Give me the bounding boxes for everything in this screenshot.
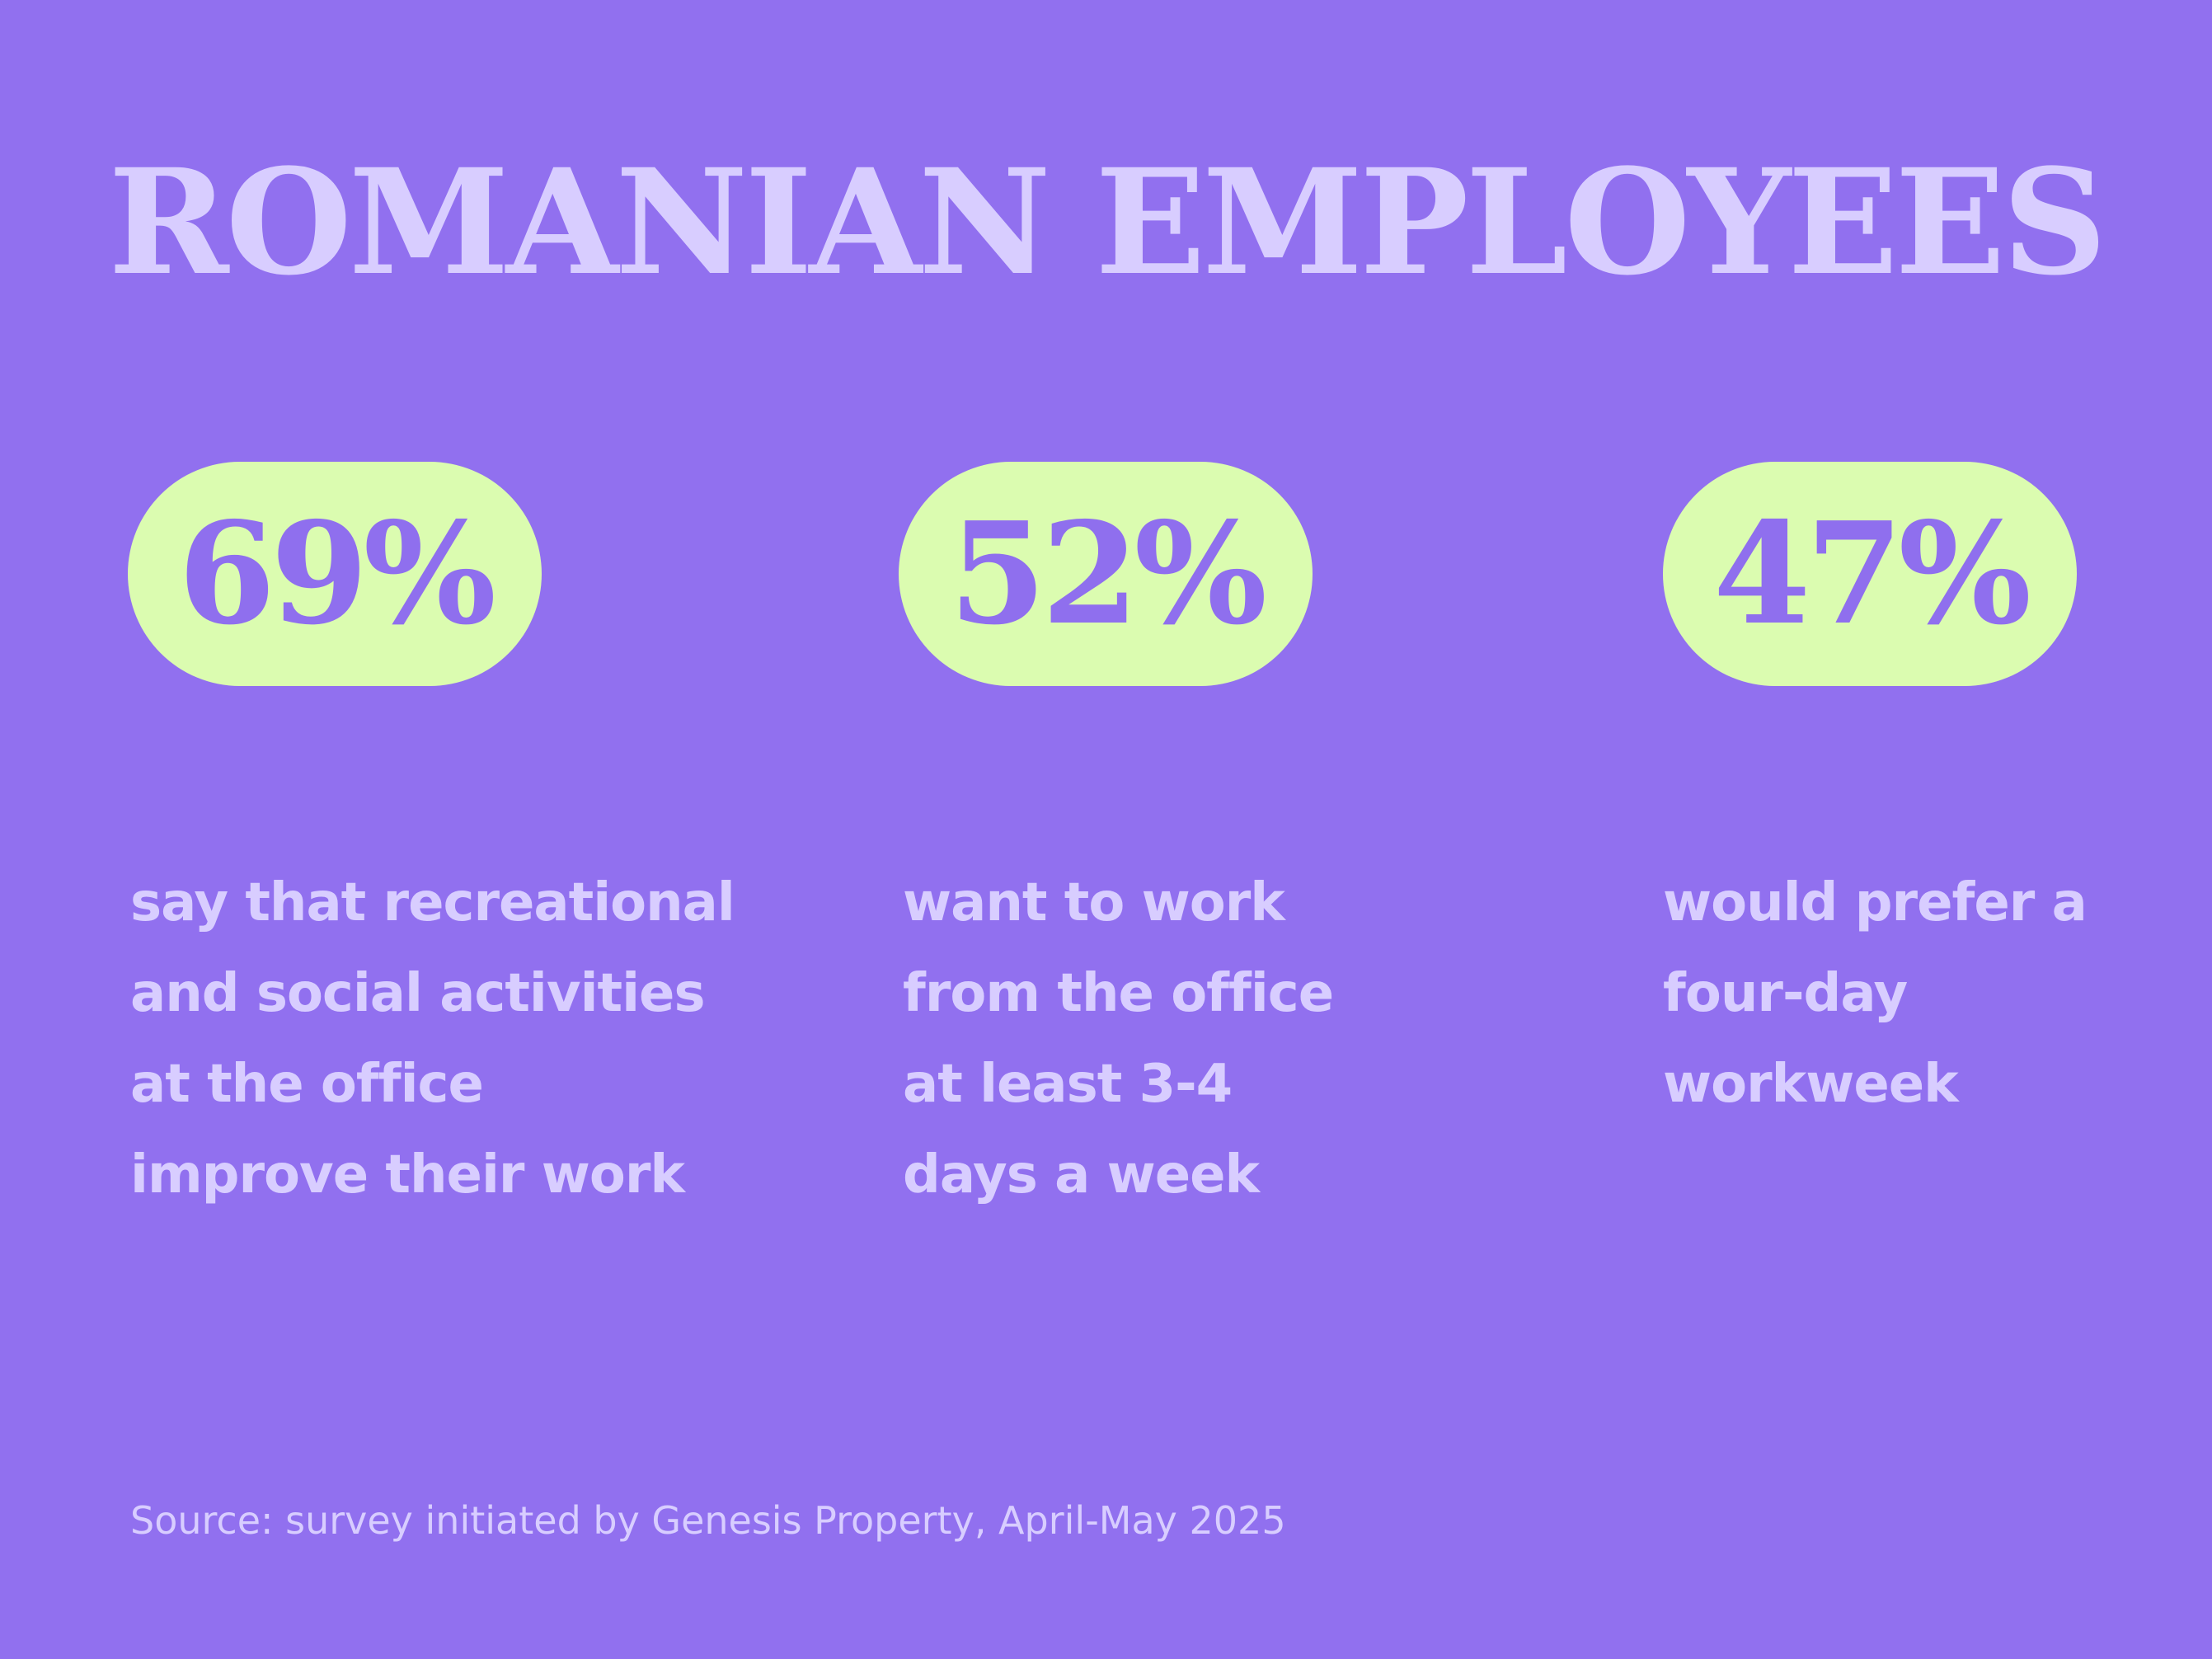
stat-1-line-1: say that recreational xyxy=(130,872,735,933)
stat-2-line-2: from the office xyxy=(903,963,1334,1024)
stat-3-line-3: workweek xyxy=(1663,1054,1959,1115)
stat-description-2: want to work from the office at least 3-… xyxy=(903,858,1334,1220)
stat-description-1: say that recreational and social activit… xyxy=(130,858,735,1220)
stat-2-line-1: want to work xyxy=(903,872,1285,933)
stat-badge-3: 47% xyxy=(1663,462,2077,686)
stat-1-line-3: at the office xyxy=(130,1054,484,1115)
stat-1-line-4: improve their work xyxy=(130,1144,685,1205)
stat-3-line-2: four-day xyxy=(1663,963,1908,1024)
stat-badge-1: 69% xyxy=(128,462,542,686)
stat-1-line-2: and social activities xyxy=(130,963,706,1024)
stat-description-3: would prefer a four-day workweek xyxy=(1663,858,2088,1130)
stat-3-line-1: would prefer a xyxy=(1663,872,2088,933)
source-note: Source: survey initiated by Genesis Prop… xyxy=(130,1498,1286,1543)
stat-2-line-3: at least 3-4 xyxy=(903,1054,1233,1115)
stat-2-line-4: days a week xyxy=(903,1144,1260,1205)
stat-badge-2: 52% xyxy=(899,462,1313,686)
infographic-title: ROMANIAN EMPLOYEES xyxy=(108,137,2106,308)
